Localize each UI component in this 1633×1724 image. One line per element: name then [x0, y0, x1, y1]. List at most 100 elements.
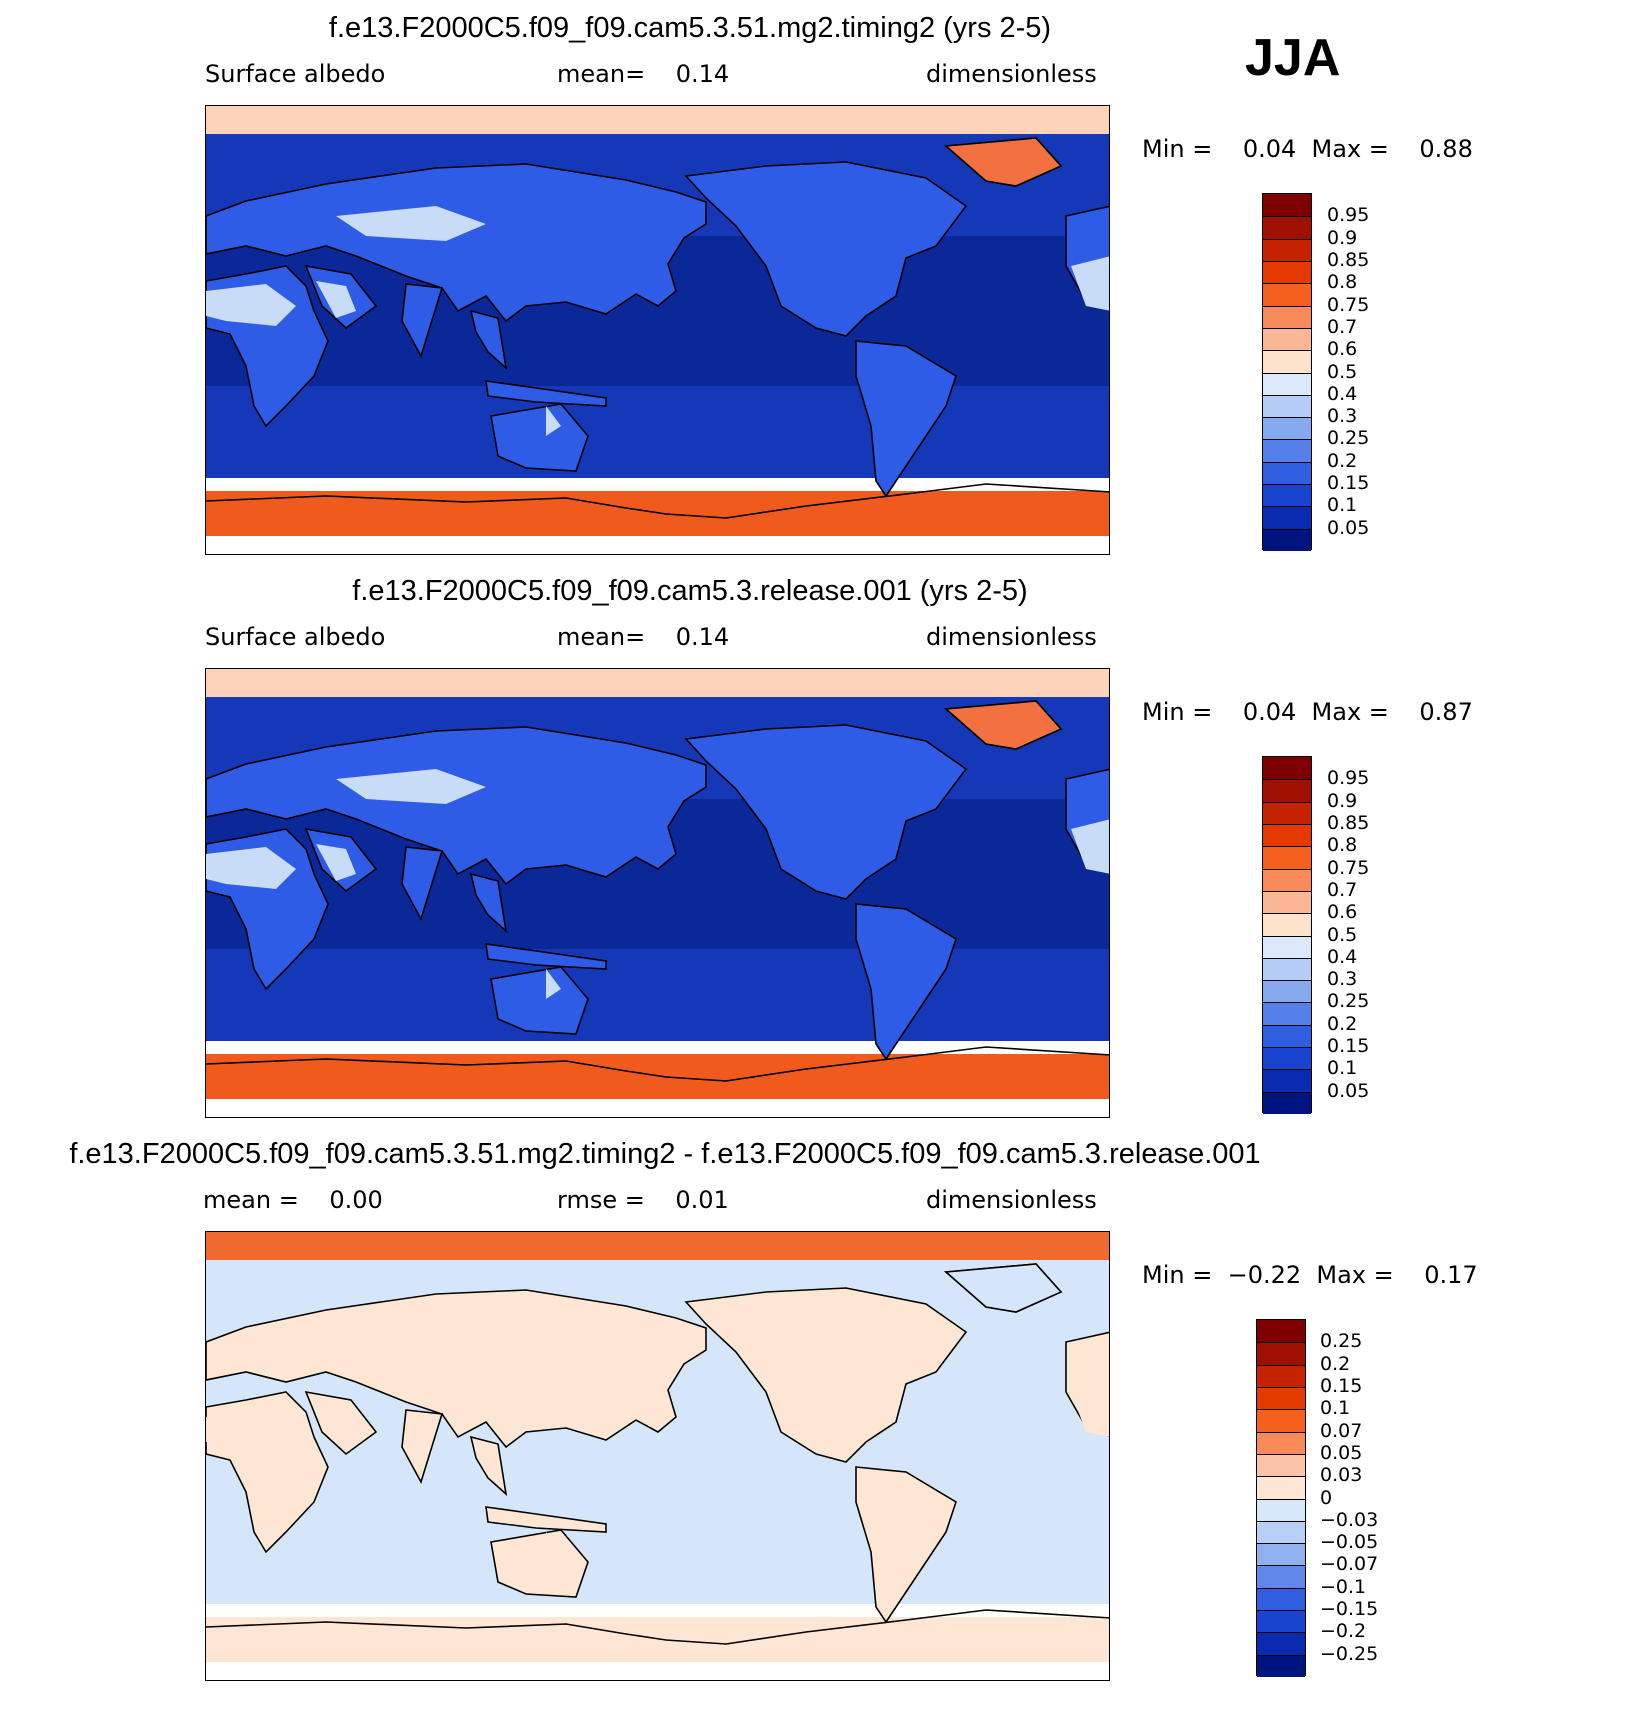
rmse-label: rmse = 0.01: [557, 1186, 729, 1214]
map-canvas: [206, 669, 1109, 1117]
colorbar-tick-label: 0.4: [1327, 382, 1358, 405]
colorbar-tick-label: 0.3: [1327, 968, 1358, 991]
high-albedo-region: [316, 1407, 356, 1444]
colorbar-tick-label: 0.25: [1327, 990, 1370, 1013]
colorbar: [1262, 193, 1312, 551]
high-albedo-region: [546, 1532, 561, 1562]
colorbar-segment: [1257, 1364, 1305, 1387]
continent-outline: [490, 403, 589, 472]
greenland-region: [944, 1263, 1063, 1313]
albedo-map: [205, 105, 1110, 555]
continent-outline: [206, 1289, 707, 1449]
colorbar-segment: [1263, 327, 1311, 351]
colorbar-segment: [1257, 1431, 1305, 1454]
continent-outline: [684, 724, 968, 900]
colorbar: [1262, 756, 1312, 1114]
high-albedo-region: [1071, 256, 1109, 311]
arctic-band: [206, 1232, 1109, 1260]
continent-outline: [485, 1506, 607, 1533]
continent-outline: [469, 872, 508, 934]
colorbar-tick-label: 0.25: [1327, 427, 1370, 450]
colorbar-tick-label: 0.25: [1320, 1330, 1363, 1353]
colorbar-segment: [1263, 305, 1311, 328]
colorbar-segment: [1257, 1342, 1305, 1365]
colorbar-tick-label: −0.05: [1320, 1531, 1379, 1554]
colorbar-tick-label: 0.05: [1327, 1079, 1370, 1102]
colorbar-tick-label: 0.1: [1320, 1397, 1351, 1420]
colorbar-segment: [1263, 1091, 1311, 1114]
colorbar-segment: [1263, 484, 1311, 507]
antarctica-coastline: [206, 1609, 1109, 1645]
colorbar-tick-label: 0.9: [1327, 789, 1358, 812]
high-albedo-region: [206, 847, 296, 889]
colorbar: [1256, 1319, 1306, 1677]
high-albedo-region: [336, 206, 486, 241]
continent-outline: [401, 283, 444, 359]
colorbar-tick-label: 0.05: [1320, 1441, 1363, 1464]
colorbar-tick-label: 0: [1320, 1486, 1333, 1509]
colorbar-segment: [1263, 935, 1311, 958]
continent-outline: [490, 1529, 589, 1598]
colorbar-tick-label: 0.15: [1327, 472, 1370, 495]
continent-outline: [206, 163, 707, 323]
difference-map: [205, 1231, 1110, 1681]
colorbar-tick-label: 0.1: [1327, 1057, 1358, 1080]
colorbar-segment: [1263, 528, 1311, 551]
continent-outline: [855, 903, 957, 1061]
colorbar-tick-label: 0.5: [1327, 360, 1358, 383]
colorbar-tick-label: 0.7: [1327, 878, 1358, 901]
colorbar-tick-label: −0.25: [1320, 1642, 1379, 1665]
colorbar-segment: [1257, 1520, 1305, 1544]
high-albedo-region: [1071, 1382, 1109, 1437]
colorbar-tick-label: 0.6: [1327, 338, 1358, 361]
continent-outline: [684, 1287, 968, 1463]
colorbar-segment: [1257, 1654, 1305, 1677]
greenland-region: [944, 137, 1063, 187]
greenland-region: [944, 700, 1063, 750]
continent-outline: [485, 380, 607, 407]
colorbar-segment: [1263, 506, 1311, 529]
colorbar-segment: [1257, 1320, 1305, 1343]
map-bottom-margin: [206, 536, 1109, 554]
season-label: JJA: [1245, 29, 1341, 87]
colorbar-segment: [1263, 868, 1311, 891]
colorbar-segment: [1263, 957, 1311, 981]
colorbar-tick-label: 0.95: [1327, 204, 1370, 227]
mean-label: mean= 0.14: [557, 60, 730, 88]
albedo-map: [205, 668, 1110, 1118]
colorbar-segment: [1257, 1453, 1305, 1477]
colorbar-tick-label: 0.15: [1320, 1374, 1363, 1397]
colorbar-tick-label: 0.85: [1327, 248, 1370, 271]
colorbar-segment: [1263, 980, 1311, 1003]
colorbar-segment: [1263, 779, 1311, 802]
colorbar-segment: [1257, 1409, 1305, 1432]
colorbar-tick-label: 0.3: [1327, 405, 1358, 428]
colorbar-segment: [1257, 1632, 1305, 1655]
colorbar-tick-label: 0.2: [1327, 449, 1358, 472]
high-albedo-region: [336, 769, 486, 804]
colorbar-tick-label: −0.1: [1320, 1575, 1367, 1598]
colorbar-segment: [1263, 801, 1311, 824]
antarctica-coastline: [206, 483, 1109, 519]
continent-outline: [469, 1435, 508, 1497]
colorbar-segment: [1263, 417, 1311, 440]
colorbar-tick-label: −0.15: [1320, 1598, 1379, 1621]
antarctica-coastline: [206, 1046, 1109, 1082]
units-label: dimensionless: [926, 1186, 1097, 1214]
variable-label: Surface albedo: [205, 623, 386, 651]
colorbar-segment: [1257, 1565, 1305, 1588]
colorbar-segment: [1257, 1543, 1305, 1566]
continent-outline: [855, 1466, 957, 1624]
colorbar-tick-label: 0.7: [1327, 315, 1358, 338]
colorbar-segment: [1263, 283, 1311, 306]
arctic-band: [206, 106, 1109, 134]
map-bottom-margin: [206, 1099, 1109, 1117]
panel-title: f.e13.F2000C5.f09_f09.cam5.3.51.mg2.timi…: [69, 1138, 1261, 1170]
colorbar-segment: [1257, 1386, 1305, 1410]
colorbar-tick-label: 0.95: [1327, 767, 1370, 790]
map-canvas: [206, 106, 1109, 554]
arctic-band: [206, 669, 1109, 697]
high-albedo-region: [1071, 819, 1109, 874]
colorbar-tick-label: 0.9: [1327, 226, 1358, 249]
colorbar-tick-label: 0.2: [1327, 1012, 1358, 1035]
